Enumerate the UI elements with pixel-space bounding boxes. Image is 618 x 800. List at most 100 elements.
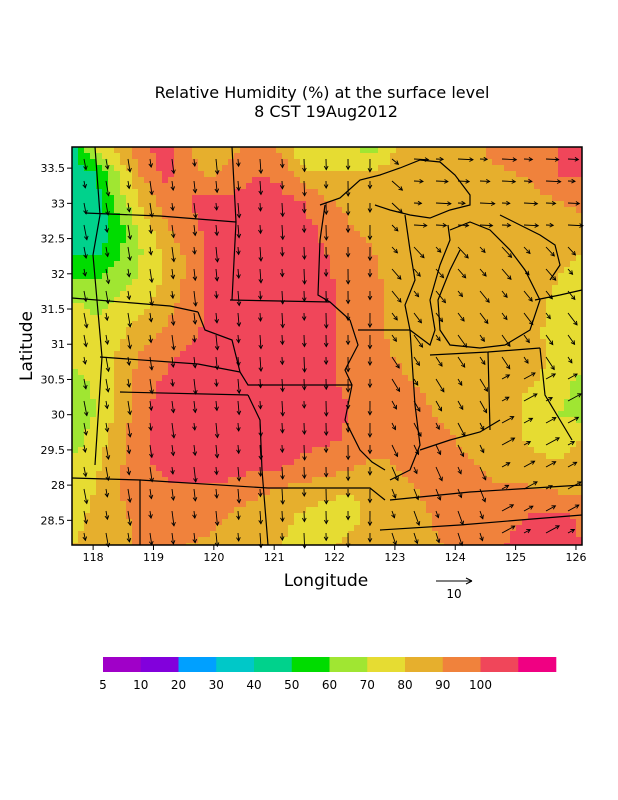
- humidity-cell: [570, 441, 577, 448]
- humidity-cell: [258, 405, 265, 412]
- humidity-cell: [156, 159, 163, 166]
- humidity-cell: [180, 357, 187, 364]
- humidity-cell: [546, 459, 553, 466]
- humidity-cell: [468, 303, 475, 310]
- humidity-cell: [324, 153, 331, 160]
- humidity-cell: [426, 297, 433, 304]
- humidity-cell: [486, 435, 493, 442]
- humidity-cell: [192, 411, 199, 418]
- humidity-cell: [318, 387, 325, 394]
- humidity-cell: [144, 291, 151, 298]
- humidity-cell: [420, 351, 427, 358]
- humidity-cell: [180, 261, 187, 268]
- humidity-cell: [174, 333, 181, 340]
- humidity-cell: [558, 429, 565, 436]
- humidity-cell: [246, 411, 253, 418]
- humidity-cell: [396, 417, 403, 424]
- humidity-cell: [252, 381, 259, 388]
- humidity-cell: [462, 219, 469, 226]
- humidity-cell: [300, 273, 307, 280]
- humidity-cell: [324, 387, 331, 394]
- humidity-cell: [300, 159, 307, 166]
- humidity-cell: [102, 435, 109, 442]
- humidity-cell: [120, 339, 127, 346]
- humidity-cell: [138, 417, 145, 424]
- humidity-cell: [354, 177, 361, 184]
- humidity-cell: [450, 291, 457, 298]
- humidity-cell: [294, 309, 301, 316]
- humidity-cell: [72, 327, 79, 334]
- humidity-cell: [576, 249, 583, 256]
- humidity-cell: [222, 201, 229, 208]
- humidity-cell: [402, 339, 409, 346]
- humidity-cell: [384, 177, 391, 184]
- humidity-cell: [174, 219, 181, 226]
- humidity-cell: [378, 441, 385, 448]
- humidity-cell: [270, 369, 277, 376]
- humidity-cell: [492, 279, 499, 286]
- humidity-cell: [240, 153, 247, 160]
- humidity-cell: [396, 345, 403, 352]
- humidity-cell: [96, 183, 103, 190]
- humidity-cell: [252, 147, 259, 154]
- humidity-cell: [360, 447, 367, 454]
- humidity-cell: [420, 339, 427, 346]
- humidity-cell: [360, 393, 367, 400]
- humidity-cell: [528, 171, 535, 178]
- humidity-cell: [330, 375, 337, 382]
- humidity-cell: [246, 291, 253, 298]
- humidity-cell: [144, 183, 151, 190]
- humidity-cell: [330, 381, 337, 388]
- humidity-cell: [348, 255, 355, 262]
- humidity-cell: [162, 243, 169, 250]
- humidity-cell: [564, 201, 571, 208]
- humidity-cell: [162, 165, 169, 172]
- humidity-cell: [492, 309, 499, 316]
- humidity-cell: [456, 213, 463, 220]
- humidity-cell: [576, 297, 583, 304]
- humidity-cell: [408, 267, 415, 274]
- humidity-cell: [222, 351, 229, 358]
- humidity-cell: [438, 339, 445, 346]
- humidity-cell: [390, 177, 397, 184]
- humidity-cell: [204, 381, 211, 388]
- humidity-cell: [318, 489, 325, 496]
- humidity-cell: [348, 369, 355, 376]
- humidity-cell: [540, 267, 547, 274]
- humidity-cell: [378, 405, 385, 412]
- humidity-cell: [240, 315, 247, 322]
- humidity-cell: [162, 225, 169, 232]
- humidity-cell: [252, 495, 259, 502]
- humidity-cell: [102, 321, 109, 328]
- humidity-cell: [522, 387, 529, 394]
- humidity-cell: [102, 333, 109, 340]
- humidity-cell: [324, 465, 331, 472]
- humidity-cell: [432, 435, 439, 442]
- humidity-cell: [576, 471, 583, 478]
- humidity-cell: [372, 369, 379, 376]
- humidity-cell: [330, 309, 337, 316]
- humidity-cell: [420, 315, 427, 322]
- humidity-cell: [420, 297, 427, 304]
- humidity-cell: [186, 405, 193, 412]
- humidity-cell: [384, 315, 391, 322]
- humidity-cell: [312, 189, 319, 196]
- humidity-cell: [348, 303, 355, 310]
- humidity-cell: [312, 165, 319, 172]
- humidity-cell: [480, 333, 487, 340]
- humidity-cell: [552, 465, 559, 472]
- humidity-cell: [210, 327, 217, 334]
- humidity-cell: [552, 309, 559, 316]
- humidity-cell: [444, 291, 451, 298]
- humidity-cell: [516, 411, 523, 418]
- humidity-cell: [528, 375, 535, 382]
- humidity-cell: [570, 189, 577, 196]
- humidity-cell: [336, 339, 343, 346]
- humidity-cell: [336, 237, 343, 244]
- humidity-cell: [570, 171, 577, 178]
- humidity-cell: [150, 435, 157, 442]
- humidity-cell: [420, 393, 427, 400]
- humidity-cell: [576, 345, 583, 352]
- humidity-cell: [324, 441, 331, 448]
- humidity-cell: [138, 333, 145, 340]
